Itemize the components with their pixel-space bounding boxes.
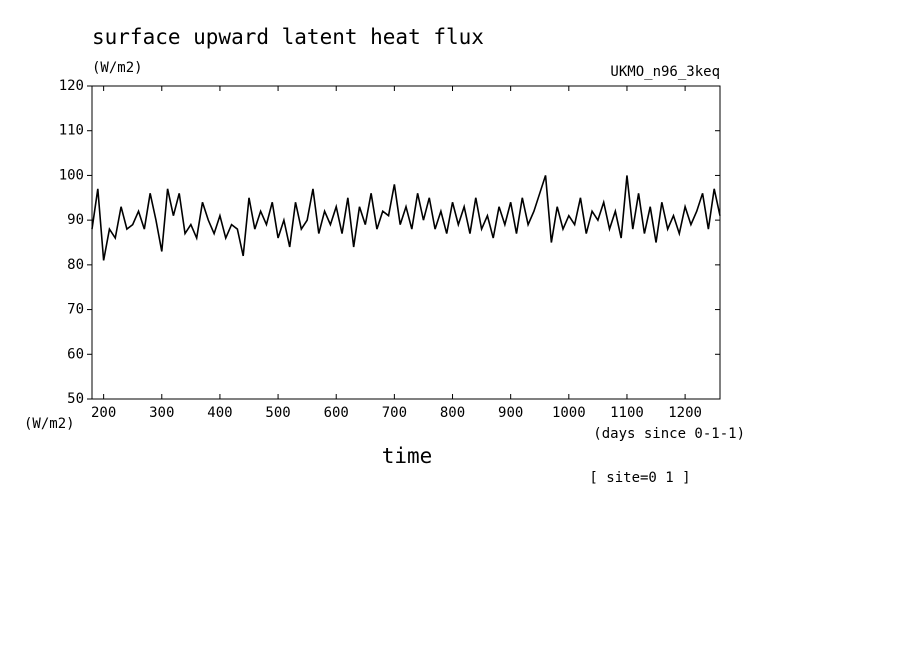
- x-tick-label: 700: [382, 405, 407, 421]
- x-tick-label: 900: [498, 405, 523, 421]
- x-tick-label: 1200: [668, 405, 702, 421]
- y-tick-label: 100: [59, 167, 84, 183]
- x-tick-label: 600: [324, 405, 349, 421]
- x-unit: (days since 0-1-1): [593, 426, 745, 442]
- dataset-label: UKMO_n96_3keq: [610, 64, 720, 80]
- y-unit: (W/m2): [92, 60, 143, 76]
- plot-frame: [91, 85, 721, 400]
- x-axis-title: time: [382, 444, 433, 468]
- x-tick-label: 300: [149, 405, 174, 421]
- x-tick-label: 1100: [610, 405, 644, 421]
- annotation: [ site=0 1 ]: [589, 470, 690, 486]
- y-unit: (W/m2): [24, 416, 75, 432]
- y-tick-label: 50: [67, 391, 84, 407]
- x-tick-label: 200: [91, 405, 116, 421]
- y-tick-label: 70: [67, 302, 84, 318]
- y-tick-label: 80: [67, 257, 84, 273]
- data-line: [91, 175, 721, 261]
- y-tick-label: 90: [67, 212, 84, 228]
- x-tick-label: 500: [265, 405, 290, 421]
- chart-title: surface upward latent heat flux: [92, 25, 484, 49]
- x-tick-label: 400: [207, 405, 232, 421]
- y-tick-label: 60: [67, 346, 84, 362]
- y-tick-label: 110: [59, 123, 84, 139]
- x-tick-label: 800: [440, 405, 465, 421]
- x-tick-label: 1000: [552, 405, 586, 421]
- y-tick-label: 120: [59, 78, 84, 94]
